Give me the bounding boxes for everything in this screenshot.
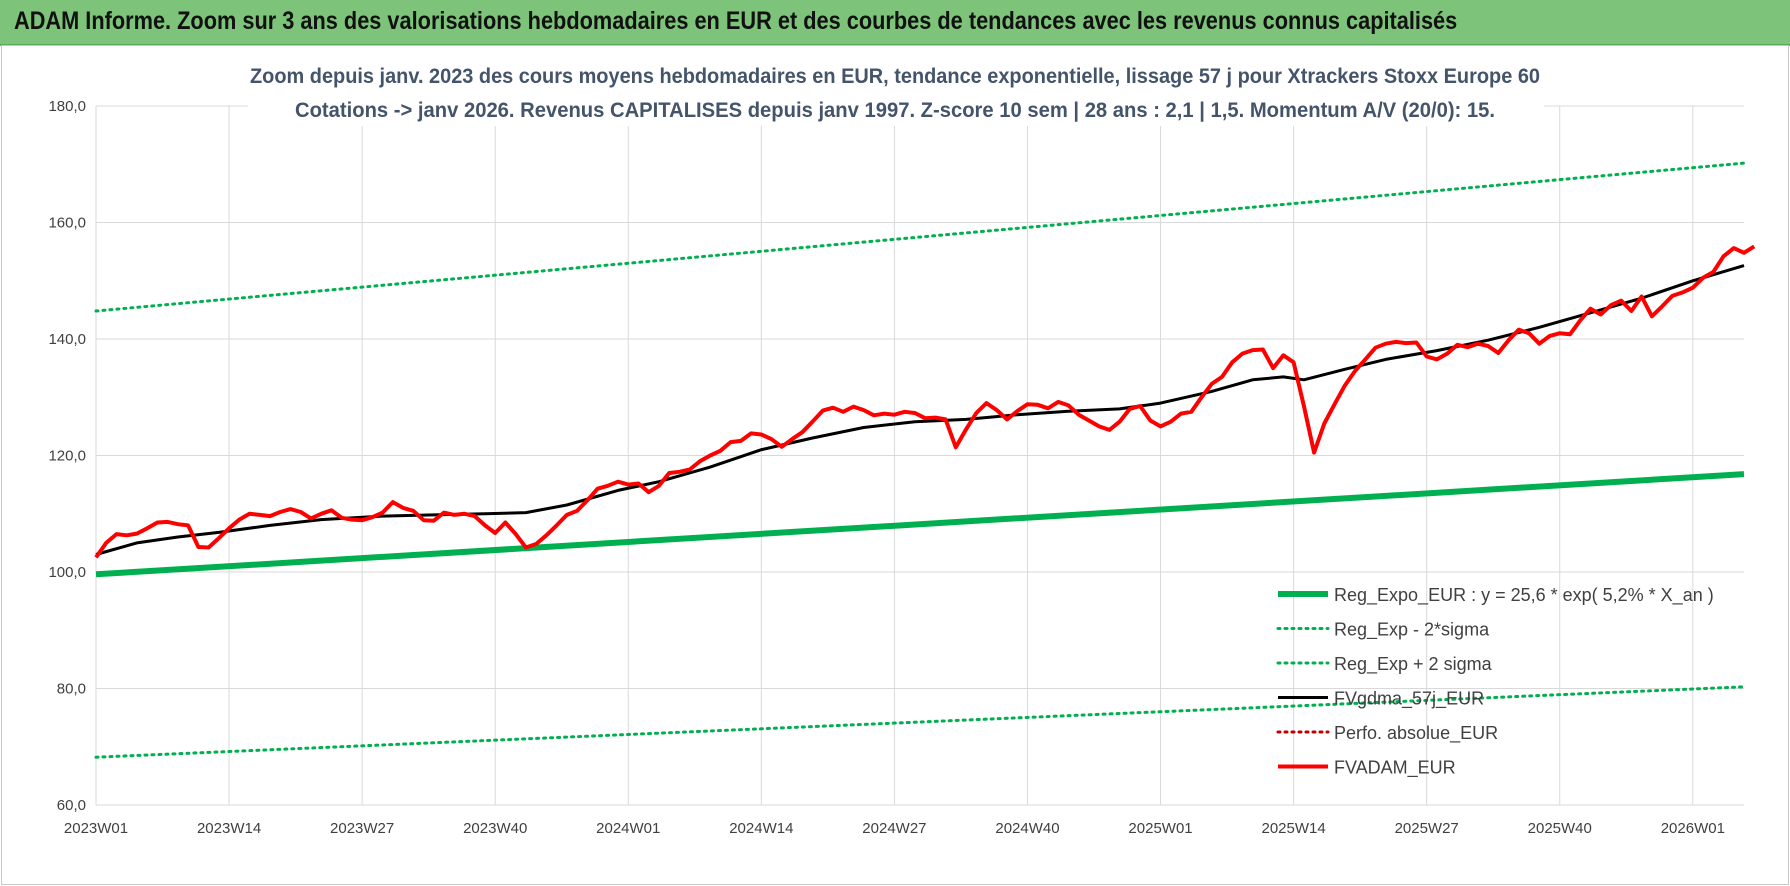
x-tick-label: 2024W27 bbox=[862, 820, 926, 837]
y-tick-label: 60,0 bbox=[57, 797, 86, 814]
y-tick-label: 100,0 bbox=[48, 564, 86, 581]
x-tick-label: 2025W14 bbox=[1262, 820, 1326, 837]
legend-label: FVgdma_57j_EUR bbox=[1334, 689, 1484, 710]
axis-tick-labels: 60,0 80,0 100,0 120,0 140,0 160,0 180,0 2023W01… bbox=[48, 98, 1724, 837]
report-title: ADAM Informe. Zoom sur 3 ans des valoris… bbox=[14, 7, 1458, 35]
y-tick-label: 180,0 bbox=[48, 98, 86, 115]
gridlines bbox=[95, 105, 1744, 806]
y-tick-label: 120,0 bbox=[48, 448, 86, 465]
line-chart: Zoom depuis janv. 2023 des cours moyens … bbox=[48, 58, 1756, 837]
x-tick-label: 2025W27 bbox=[1395, 820, 1459, 837]
series-line-3 bbox=[95, 264, 1745, 556]
legend-label: FVADAM_EUR bbox=[1334, 758, 1456, 779]
chart-title-line: Zoom depuis janv. 2023 des cours moyens … bbox=[250, 65, 1540, 88]
chart-title: Zoom depuis janv. 2023 des cours moyens … bbox=[248, 58, 1544, 126]
x-tick-label: 2023W01 bbox=[64, 820, 128, 837]
chart-title-line: Cotations -> janv 2026. Revenus CAPITALI… bbox=[295, 99, 1495, 122]
report-banner: ADAM Informe. Zoom sur 3 ans des valoris… bbox=[0, 0, 1790, 46]
x-tick-label: 2023W14 bbox=[197, 820, 261, 837]
legend-label: Reg_Exp - 2*sigma bbox=[1334, 620, 1490, 641]
y-tick-label: 80,0 bbox=[57, 681, 86, 698]
x-tick-label: 2026W01 bbox=[1661, 820, 1725, 837]
x-tick-label: 2024W01 bbox=[596, 820, 660, 837]
title-backdrop bbox=[248, 58, 1544, 126]
chart-legend: Reg_Expo_EUR : y = 25,6 * exp( 5,2% * X_… bbox=[1276, 585, 1714, 779]
x-tick-label: 2023W27 bbox=[330, 820, 394, 837]
series-line-5 bbox=[94, 244, 1756, 559]
legend-label: Perfo. absolue_EUR bbox=[1334, 723, 1498, 744]
legend-label: Reg_Expo_EUR : y = 25,6 * exp( 5,2% * X_… bbox=[1334, 585, 1714, 606]
series-line-0 bbox=[95, 471, 1745, 578]
series-lines bbox=[94, 161, 1756, 759]
x-tick-label: 2024W14 bbox=[729, 820, 793, 837]
y-tick-label: 140,0 bbox=[48, 331, 86, 348]
x-tick-label: 2024W40 bbox=[995, 820, 1059, 837]
chart-frame: Zoom depuis janv. 2023 des cours moyens … bbox=[1, 45, 1789, 885]
y-tick-label: 160,0 bbox=[48, 215, 86, 232]
series-line-2 bbox=[94, 161, 1746, 313]
x-tick-label: 2025W40 bbox=[1528, 820, 1592, 837]
x-tick-label: 2025W01 bbox=[1128, 820, 1192, 837]
x-tick-label: 2023W40 bbox=[463, 820, 527, 837]
series-line-1 bbox=[94, 685, 1746, 759]
legend-label: Reg_Exp + 2 sigma bbox=[1334, 654, 1493, 675]
